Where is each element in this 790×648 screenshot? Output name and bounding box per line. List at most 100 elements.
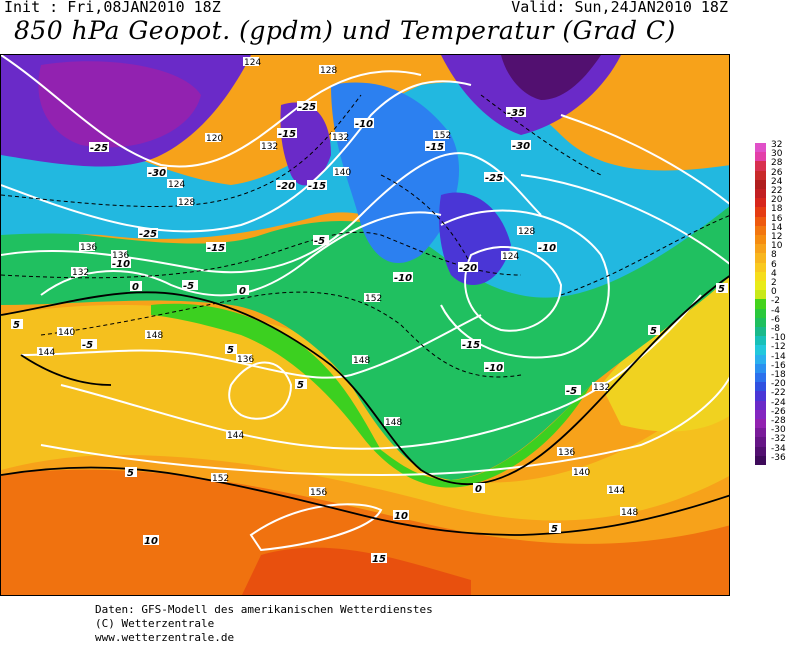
legend-label: -2 bbox=[771, 296, 780, 307]
svg-text:136: 136 bbox=[112, 251, 129, 261]
legend-swatch bbox=[755, 437, 766, 447]
svg-text:-15: -15 bbox=[278, 129, 296, 140]
svg-text:5: 5 bbox=[13, 320, 20, 331]
legend-label: -26 bbox=[771, 406, 786, 417]
geopot-label: 152 bbox=[364, 293, 382, 304]
svg-text:144: 144 bbox=[38, 348, 55, 358]
svg-text:-15: -15 bbox=[308, 181, 326, 192]
legend-label: -14 bbox=[771, 351, 786, 362]
temp-label: -15 bbox=[307, 180, 327, 192]
legend-label: 18 bbox=[771, 204, 783, 215]
svg-text:-35: -35 bbox=[507, 108, 525, 119]
svg-text:120: 120 bbox=[206, 134, 223, 144]
weather-map: 124 128 120 132 124 128 136 132 136 140 … bbox=[0, 54, 730, 596]
temp-label: -35 bbox=[506, 107, 526, 119]
svg-text:-25: -25 bbox=[485, 173, 503, 184]
legend-swatch bbox=[755, 216, 766, 226]
geopot-label: 128 bbox=[517, 226, 535, 237]
geopot-label: 152 bbox=[433, 130, 451, 141]
svg-text:140: 140 bbox=[573, 468, 590, 478]
legend-label: -10 bbox=[771, 333, 786, 344]
svg-text:-25: -25 bbox=[298, 102, 316, 113]
temp-label: 0 bbox=[473, 483, 485, 495]
legend-swatch bbox=[755, 308, 766, 318]
svg-text:5: 5 bbox=[718, 284, 725, 295]
svg-text:-30: -30 bbox=[148, 168, 166, 179]
svg-text:148: 148 bbox=[146, 331, 163, 341]
geopot-label: 144 bbox=[226, 430, 244, 441]
legend-swatch bbox=[755, 198, 766, 208]
geopot-label: 132 bbox=[331, 132, 349, 143]
svg-text:144: 144 bbox=[227, 431, 244, 441]
geopot-label: 124 bbox=[243, 57, 261, 68]
valid-time: Valid: Sun,24JAN2010 18Z bbox=[511, 0, 728, 16]
temp-label: 10 bbox=[143, 535, 159, 547]
legend-swatch bbox=[755, 152, 766, 162]
geopot-label: 152 bbox=[211, 473, 229, 484]
temp-label: 5 bbox=[225, 344, 237, 356]
legend-swatch bbox=[755, 253, 766, 263]
temp-label: 0 bbox=[237, 285, 249, 297]
legend-swatch bbox=[755, 170, 766, 180]
geopot-label: 124 bbox=[501, 251, 519, 262]
temp-label: -20 bbox=[276, 180, 296, 192]
svg-text:-30: -30 bbox=[512, 141, 530, 152]
legend-label: -28 bbox=[771, 416, 786, 426]
geopot-label: 136 bbox=[79, 242, 97, 253]
legend-label: -8 bbox=[771, 324, 780, 334]
legend-label: 28 bbox=[771, 158, 783, 169]
svg-text:144: 144 bbox=[608, 486, 625, 496]
legend-swatch bbox=[755, 299, 766, 309]
legend-swatch bbox=[755, 235, 766, 245]
legend-label: 32 bbox=[771, 140, 783, 150]
legend-swatch bbox=[755, 281, 766, 291]
legend-label: 2 bbox=[771, 278, 777, 288]
svg-text:-5: -5 bbox=[566, 386, 577, 397]
svg-text:0: 0 bbox=[132, 282, 139, 293]
svg-text:132: 132 bbox=[72, 268, 89, 278]
legend-swatch bbox=[755, 354, 766, 364]
temp-label: -20 bbox=[458, 262, 478, 274]
temp-label: -10 bbox=[537, 242, 557, 254]
geopot-label: 132 bbox=[71, 267, 89, 278]
geopot-label: 148 bbox=[145, 330, 163, 341]
geopot-label: 124 bbox=[167, 179, 185, 190]
temp-label: -30 bbox=[511, 140, 531, 152]
svg-text:-5: -5 bbox=[82, 340, 93, 351]
legend-label: 4 bbox=[771, 268, 777, 279]
svg-text:0: 0 bbox=[475, 484, 482, 495]
legend-swatch bbox=[755, 189, 766, 199]
svg-text:136: 136 bbox=[237, 355, 254, 365]
geopot-label: 140 bbox=[57, 327, 75, 338]
temp-label: -15 bbox=[206, 242, 226, 254]
svg-text:152: 152 bbox=[434, 131, 451, 141]
legend-swatch bbox=[755, 400, 766, 410]
legend-label: 8 bbox=[771, 250, 777, 261]
temp-label: -25 bbox=[89, 142, 109, 154]
legend-label: -4 bbox=[771, 305, 780, 316]
svg-text:152: 152 bbox=[365, 294, 382, 304]
legend-label: 26 bbox=[771, 167, 783, 178]
svg-text:-10: -10 bbox=[485, 363, 503, 374]
svg-text:-10: -10 bbox=[394, 273, 412, 284]
legend-label: -16 bbox=[771, 360, 786, 371]
svg-text:140: 140 bbox=[334, 168, 351, 178]
temp-label: -5 bbox=[313, 235, 329, 247]
svg-text:128: 128 bbox=[320, 66, 337, 76]
temperature-field: 124 128 120 132 124 128 136 132 136 140 … bbox=[1, 55, 729, 595]
temp-label: -5 bbox=[81, 339, 97, 351]
svg-text:-5: -5 bbox=[314, 236, 325, 247]
legend-label: 6 bbox=[771, 259, 777, 270]
svg-text:-15: -15 bbox=[462, 340, 480, 351]
svg-text:140: 140 bbox=[58, 328, 75, 338]
legend-swatch bbox=[755, 143, 766, 153]
legend-swatch bbox=[755, 363, 766, 373]
svg-text:-15: -15 bbox=[207, 243, 225, 254]
legend-swatch bbox=[755, 382, 766, 392]
legend-swatch bbox=[755, 345, 766, 355]
legend-label: 16 bbox=[771, 213, 783, 224]
temp-label: -5 bbox=[182, 280, 198, 292]
svg-text:10: 10 bbox=[394, 511, 408, 522]
svg-text:124: 124 bbox=[168, 180, 185, 190]
temp-label: -5 bbox=[565, 385, 581, 397]
